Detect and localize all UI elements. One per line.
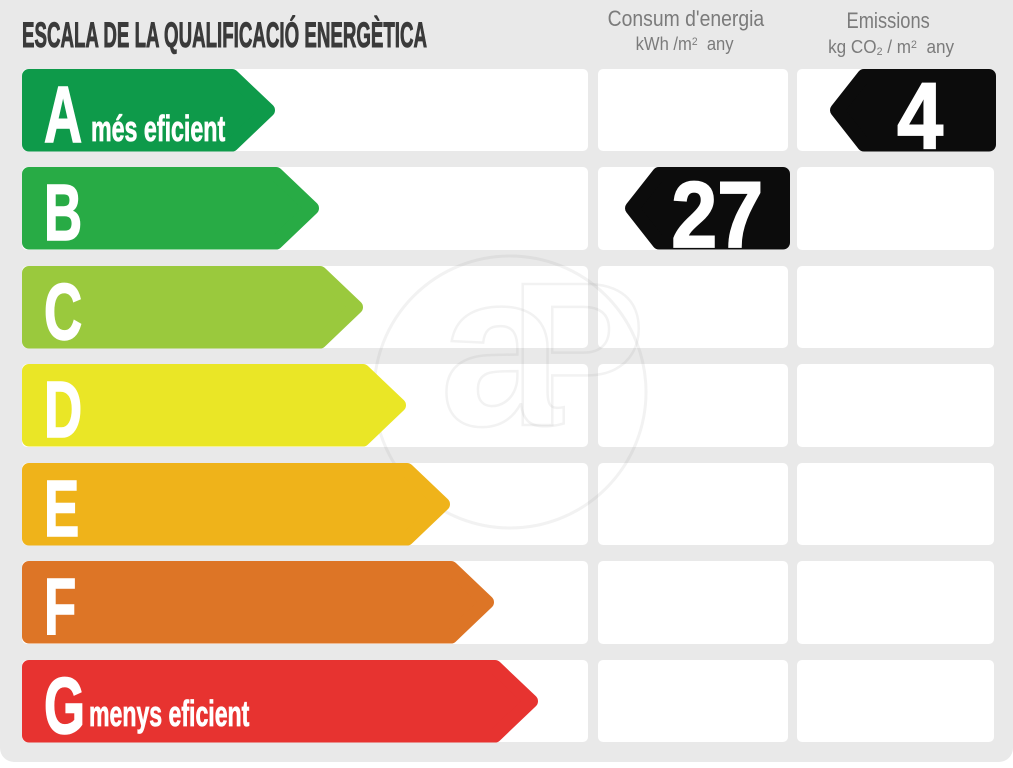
svg-text:a: a [440,226,564,472]
svg-text:P: P [509,240,646,469]
